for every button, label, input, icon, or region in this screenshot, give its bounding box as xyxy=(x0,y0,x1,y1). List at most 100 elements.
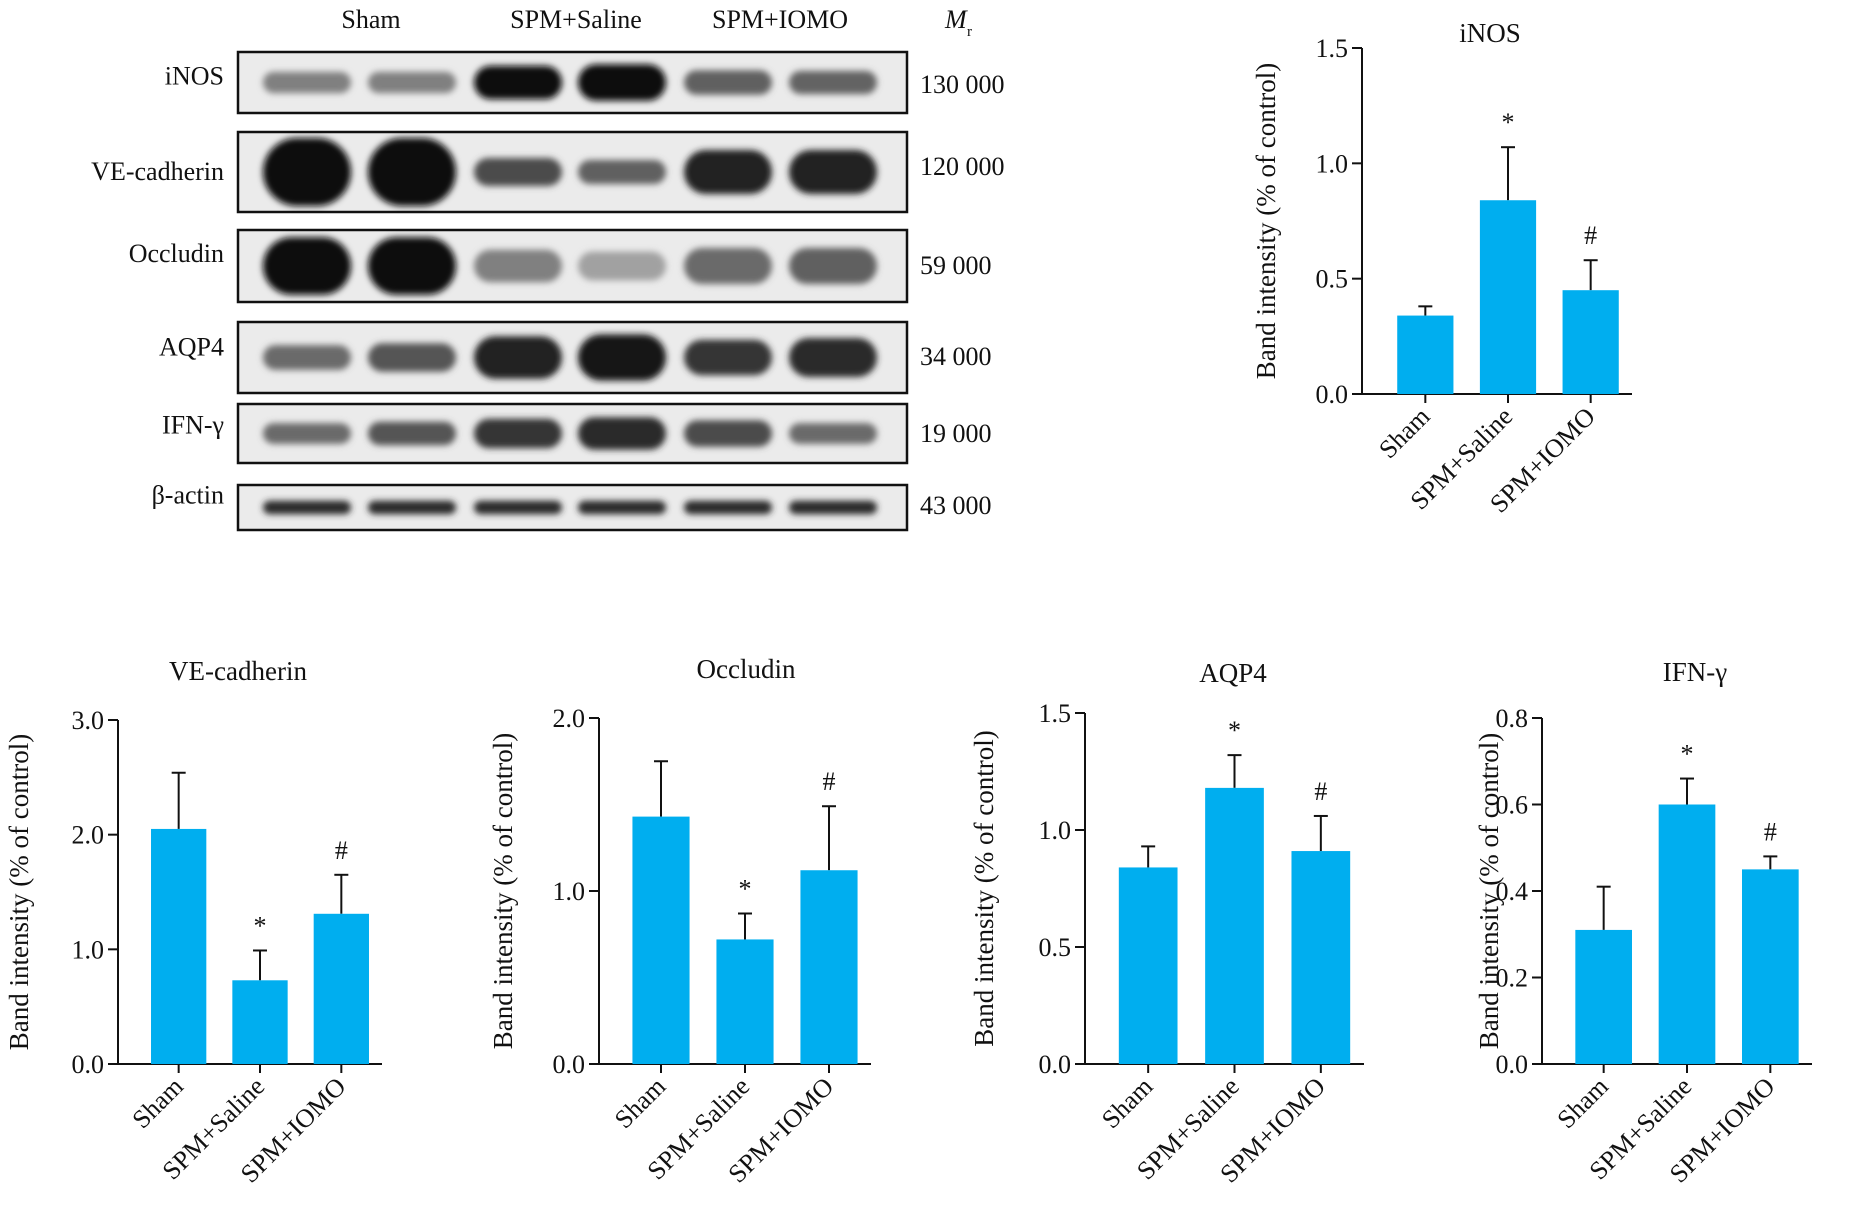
bar xyxy=(232,980,288,1064)
y-axis-label: Band intensity (% of control) xyxy=(4,734,34,1050)
y-tick-label: 2.0 xyxy=(72,821,105,850)
blot-band xyxy=(789,70,877,95)
blot-band xyxy=(684,248,772,284)
blot-row: β-actin 43 000 xyxy=(152,481,992,532)
y-tick-label: 0.6 xyxy=(1496,791,1529,820)
bar xyxy=(1479,200,1537,394)
y-tick-label: 1.0 xyxy=(1316,149,1349,178)
significance-marker: # xyxy=(823,767,836,796)
y-tick-label: 1.0 xyxy=(1039,816,1072,845)
bar xyxy=(1291,851,1351,1064)
significance-marker: # xyxy=(1764,817,1777,846)
chart-title: AQP4 xyxy=(1199,658,1267,688)
blot-band xyxy=(578,500,666,515)
y-axis-label: Band intensity (% of control) xyxy=(1474,733,1504,1049)
y-tick-label: 0.0 xyxy=(72,1050,105,1079)
blot-band xyxy=(263,237,351,295)
blot-band xyxy=(789,150,877,194)
blot-band xyxy=(684,70,772,95)
protein-label: VE-cadherin xyxy=(91,157,224,186)
y-tick-label: 0.4 xyxy=(1496,877,1529,906)
y-tick-label: 1.5 xyxy=(1316,34,1349,63)
blot-band xyxy=(474,65,562,100)
blot-band xyxy=(684,150,772,194)
x-tick-label: Sham xyxy=(1373,402,1435,464)
significance-marker: * xyxy=(739,874,752,903)
chart-title: IFN-γ xyxy=(1663,657,1727,687)
x-tick-label: Sham xyxy=(127,1072,189,1134)
bar xyxy=(1742,869,1799,1064)
bar xyxy=(800,870,858,1064)
y-tick-label: 0.0 xyxy=(553,1050,586,1079)
molecular-weight-label: 59 000 xyxy=(920,251,992,280)
blot-band xyxy=(263,71,351,94)
blot-band xyxy=(474,500,562,515)
molecular-weight-label: 43 000 xyxy=(920,491,992,520)
blot-band xyxy=(789,248,877,284)
significance-marker: * xyxy=(254,911,267,940)
y-tick-label: 1.0 xyxy=(72,935,105,964)
significance-marker: # xyxy=(1584,221,1597,250)
blot-band xyxy=(263,138,351,206)
y-axis-label: Band intensity (% of control) xyxy=(1251,63,1281,379)
blot-row: AQP4 34 000 xyxy=(159,320,992,395)
bar xyxy=(1562,290,1619,394)
bar-chart: Occludin Band intensity (% of control) 0.0… xyxy=(488,654,871,1188)
bar xyxy=(1658,804,1716,1064)
lane-header: Sham xyxy=(341,5,400,34)
blot-band xyxy=(578,417,666,450)
blot-band xyxy=(578,64,666,101)
blot-row: IFN-γ 19 000 xyxy=(162,402,992,465)
blot-band xyxy=(789,423,877,444)
blot-band xyxy=(474,249,562,283)
blot-row: Occludin 59 000 xyxy=(129,228,992,304)
y-tick-label: 0.5 xyxy=(1316,265,1349,294)
blot-band xyxy=(368,500,456,515)
y-tick-label: 0.8 xyxy=(1496,704,1529,733)
chart-title: Occludin xyxy=(697,654,796,684)
significance-marker: * xyxy=(1681,740,1694,769)
bar xyxy=(1575,929,1632,1064)
blot-band xyxy=(474,158,562,186)
bar xyxy=(151,828,207,1064)
blot-row: VE-cadherin 120 000 xyxy=(91,130,1005,214)
y-axis-label: Band intensity (% of control) xyxy=(488,733,518,1049)
blot-band xyxy=(368,71,456,94)
significance-marker: # xyxy=(335,836,348,865)
y-axis-label: Band intensity (% of control) xyxy=(969,730,999,1046)
blot-band xyxy=(578,251,666,281)
x-tick-label: Sham xyxy=(609,1072,671,1134)
chart-title: iNOS xyxy=(1459,18,1521,48)
blot-band xyxy=(263,500,351,515)
blot-band xyxy=(368,343,456,372)
molecular-weight-label: 19 000 xyxy=(920,419,992,448)
bar-chart: iNOS Band intensity (% of control) 0.0 0.5 1… xyxy=(1251,18,1632,518)
protein-label: iNOS xyxy=(165,62,224,91)
blot-band xyxy=(263,423,351,444)
molecular-weight-label: 130 000 xyxy=(920,70,1005,99)
blot-row: iNOS 130 000 xyxy=(165,50,1005,115)
lane-header: SPM+Saline xyxy=(510,5,642,34)
blot-band xyxy=(578,160,666,184)
bar xyxy=(716,939,774,1064)
significance-marker: * xyxy=(1502,108,1515,137)
y-tick-label: 0.2 xyxy=(1496,964,1529,993)
y-tick-label: 1.0 xyxy=(553,877,586,906)
y-tick-label: 1.5 xyxy=(1039,699,1072,728)
blot-band xyxy=(368,138,456,206)
x-tick-label: Sham xyxy=(1096,1072,1158,1134)
bar xyxy=(313,913,369,1064)
molecular-weight-label: 120 000 xyxy=(920,152,1005,181)
bar xyxy=(1118,867,1178,1064)
protein-label: Occludin xyxy=(129,239,224,268)
significance-marker: * xyxy=(1228,716,1241,745)
blot-band xyxy=(263,345,351,370)
lane-header: SPM+IOMO xyxy=(712,5,848,34)
x-tick-label: Sham xyxy=(1552,1072,1614,1134)
bar xyxy=(1397,315,1454,394)
y-tick-label: 0.0 xyxy=(1039,1050,1072,1079)
blot-band xyxy=(789,500,877,515)
chart-title: VE-cadherin xyxy=(169,656,307,686)
